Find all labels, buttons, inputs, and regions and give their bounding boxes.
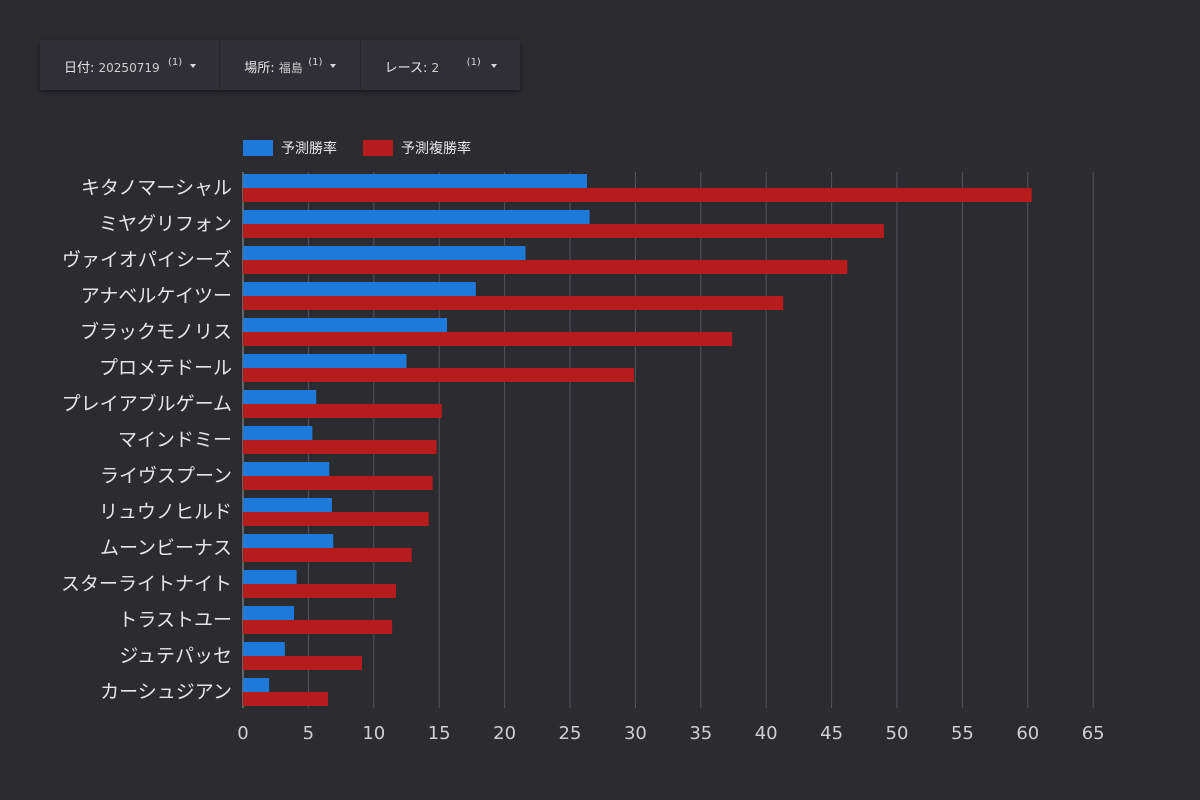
x-tick-label: 0 <box>237 723 248 744</box>
bar-win[interactable] <box>243 174 588 188</box>
category-label: ムーンビーナス <box>100 537 232 559</box>
filter-race-label: レース <box>384 61 424 76</box>
x-tick-label: 15 <box>428 723 451 744</box>
bar-win[interactable] <box>243 246 526 260</box>
bar-place[interactable] <box>243 476 433 490</box>
bar-win[interactable] <box>243 462 330 476</box>
category-label: キタノマーシャル <box>81 177 232 199</box>
x-tick-label: 20 <box>493 723 516 744</box>
legend-swatch-place <box>363 140 393 156</box>
bar-place[interactable] <box>243 224 884 238</box>
category-label: カーシュジアン <box>100 681 232 703</box>
x-tick-label: 25 <box>559 723 582 744</box>
bar-win[interactable] <box>243 390 317 404</box>
filter-venue-value: 福島 <box>278 61 303 75</box>
bar-place[interactable] <box>243 260 848 274</box>
category-label: プレイアブルゲーム <box>62 392 232 415</box>
bar-place[interactable] <box>243 656 363 670</box>
legend-swatch-win <box>243 140 273 156</box>
bar-place[interactable] <box>243 620 393 634</box>
category-label: リュウノヒルド <box>99 501 232 523</box>
x-tick-label: 65 <box>1082 723 1105 744</box>
legend-item-win[interactable]: 予測勝率 <box>243 140 337 157</box>
chevron-down-icon <box>190 64 196 68</box>
x-tick-label: 60 <box>1016 723 1039 744</box>
bars <box>243 174 1032 706</box>
x-tick-label: 35 <box>689 723 712 744</box>
bar-win[interactable] <box>243 210 590 224</box>
x-tick-label: 45 <box>820 723 843 744</box>
legend-item-place[interactable]: 予測複勝率 <box>363 140 471 157</box>
category-label: ライヴスプーン <box>100 465 232 487</box>
category-label: トラストユー <box>118 609 232 631</box>
bar-place[interactable] <box>243 584 397 598</box>
legend-label-win: 予測勝率 <box>281 141 337 157</box>
series-0 <box>243 174 590 692</box>
x-tick-label: 50 <box>886 723 909 744</box>
bar-win[interactable] <box>243 678 270 692</box>
category-label: プロメテドール <box>99 357 232 379</box>
bar-win[interactable] <box>243 282 476 296</box>
category-label: アナベルケイツー <box>81 285 232 307</box>
filter-race[interactable]: レース: 2 (1) <box>361 40 520 90</box>
filter-venue-count: (1) <box>308 57 323 68</box>
x-tick-label: 30 <box>624 723 647 744</box>
bar-win[interactable] <box>243 570 297 584</box>
bar-place[interactable] <box>243 512 429 526</box>
chevron-down-icon <box>490 64 497 68</box>
bar-place[interactable] <box>243 440 437 454</box>
x-tick-label: 5 <box>303 723 314 744</box>
category-label: ヴァイオパイシーズ <box>62 249 232 271</box>
bar-place[interactable] <box>243 296 784 310</box>
bar-place[interactable] <box>243 404 442 418</box>
bar-place[interactable] <box>243 368 635 382</box>
bar-place[interactable] <box>243 692 329 706</box>
series-1 <box>243 188 1032 706</box>
filter-date-count: (1) <box>168 57 183 68</box>
filter-venue-label: 場所 <box>244 61 271 76</box>
bar-win[interactable] <box>243 534 334 548</box>
filter-race-count: (1) <box>466 57 481 68</box>
filter-date-label: 日付 <box>64 61 91 76</box>
x-tick-label: 10 <box>362 723 385 744</box>
bar-win[interactable] <box>243 426 313 440</box>
bar-place[interactable] <box>243 548 412 562</box>
x-tick-label: 55 <box>951 723 974 744</box>
chevron-down-icon <box>330 64 337 68</box>
category-label: スターライトナイト <box>61 573 232 595</box>
category-label: ミヤグリフォン <box>99 213 232 235</box>
category-label: ジュテパッセ <box>119 645 232 667</box>
bar-win[interactable] <box>243 498 332 512</box>
bar-win[interactable] <box>243 606 295 620</box>
filter-date-value: 20250719 <box>98 61 160 75</box>
bar-place[interactable] <box>243 332 733 346</box>
legend-label-place: 予測複勝率 <box>401 141 471 157</box>
bar-win[interactable] <box>243 318 448 332</box>
bar-win[interactable] <box>243 642 285 656</box>
x-tick-label: 40 <box>755 723 778 744</box>
filter-venue[interactable]: 場所: 福島 (1) <box>220 40 361 90</box>
bar-win[interactable] <box>243 354 407 368</box>
x-axis-ticks: 0 5 10 15 20 25 30 35 40 45 50 55 60 65 <box>237 723 1104 744</box>
category-labels: キタノマーシャルミヤグリフォンヴァイオパイシーズアナベルケイツーブラックモノリス… <box>61 177 232 703</box>
filter-race-value: 2 <box>431 61 440 75</box>
category-label: マインドミー <box>118 429 232 451</box>
category-label: ブラックモノリス <box>80 320 232 343</box>
filter-date[interactable]: 日付: 20250719 (1) <box>40 40 221 90</box>
filter-bar: 日付: 20250719 (1) 場所: 福島 (1) レース: 2 (1) <box>40 40 520 90</box>
bar-place[interactable] <box>243 188 1032 202</box>
